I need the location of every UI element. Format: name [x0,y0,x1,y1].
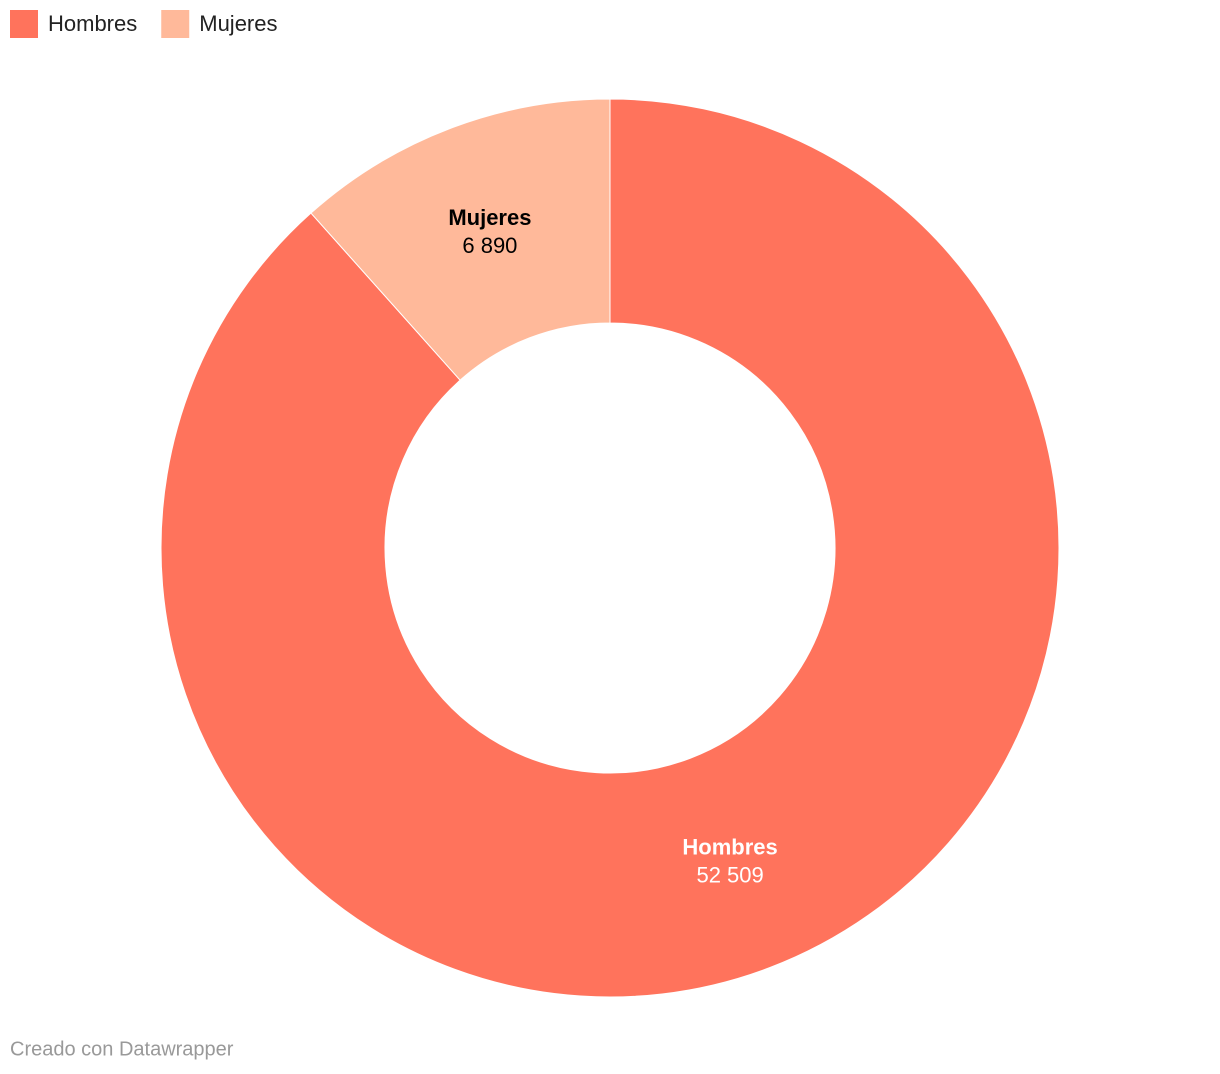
legend-swatch [161,10,190,38]
legend-label: Mujeres [199,11,277,36]
slice-value: 6 890 [462,233,517,258]
donut-slice [310,98,611,381]
slice-label: Mujeres [448,205,531,230]
footer: Creado con Datawrapper [10,1038,234,1060]
legend-swatch [10,10,38,38]
legend-label: Hombres [48,11,137,36]
slice-label: Hombres [682,835,777,860]
donut-slice [160,98,1060,998]
slice-value: 52 509 [696,863,763,888]
